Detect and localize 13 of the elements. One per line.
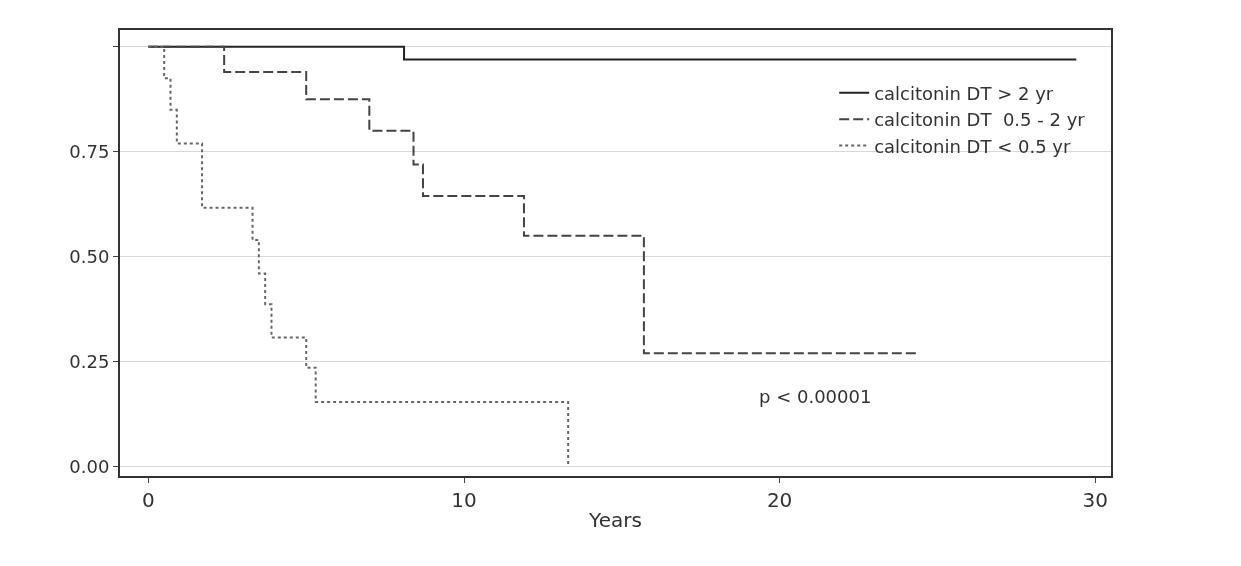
y-tick-label: 0.25: [69, 351, 110, 373]
legend-label: calcitonin DT < 0.5 yr: [874, 135, 1071, 157]
y-tick-label: 0.75: [69, 141, 110, 163]
y-tick-label: 0.00: [69, 456, 110, 478]
x-tick-label: 30: [1082, 488, 1108, 512]
y-tick-label: 0.50: [69, 246, 110, 268]
x-axis-title: Years: [588, 508, 642, 532]
x-tick-label: 10: [451, 488, 477, 512]
annotation: p < 0.00001: [759, 386, 872, 407]
x-tick-label: 0: [142, 488, 155, 512]
x-tick-label: 20: [766, 488, 793, 512]
legend-label: calcitonin DT 0.5 - 2 yr: [874, 109, 1086, 131]
legend-label: calcitonin DT > 2 yr: [874, 82, 1054, 104]
